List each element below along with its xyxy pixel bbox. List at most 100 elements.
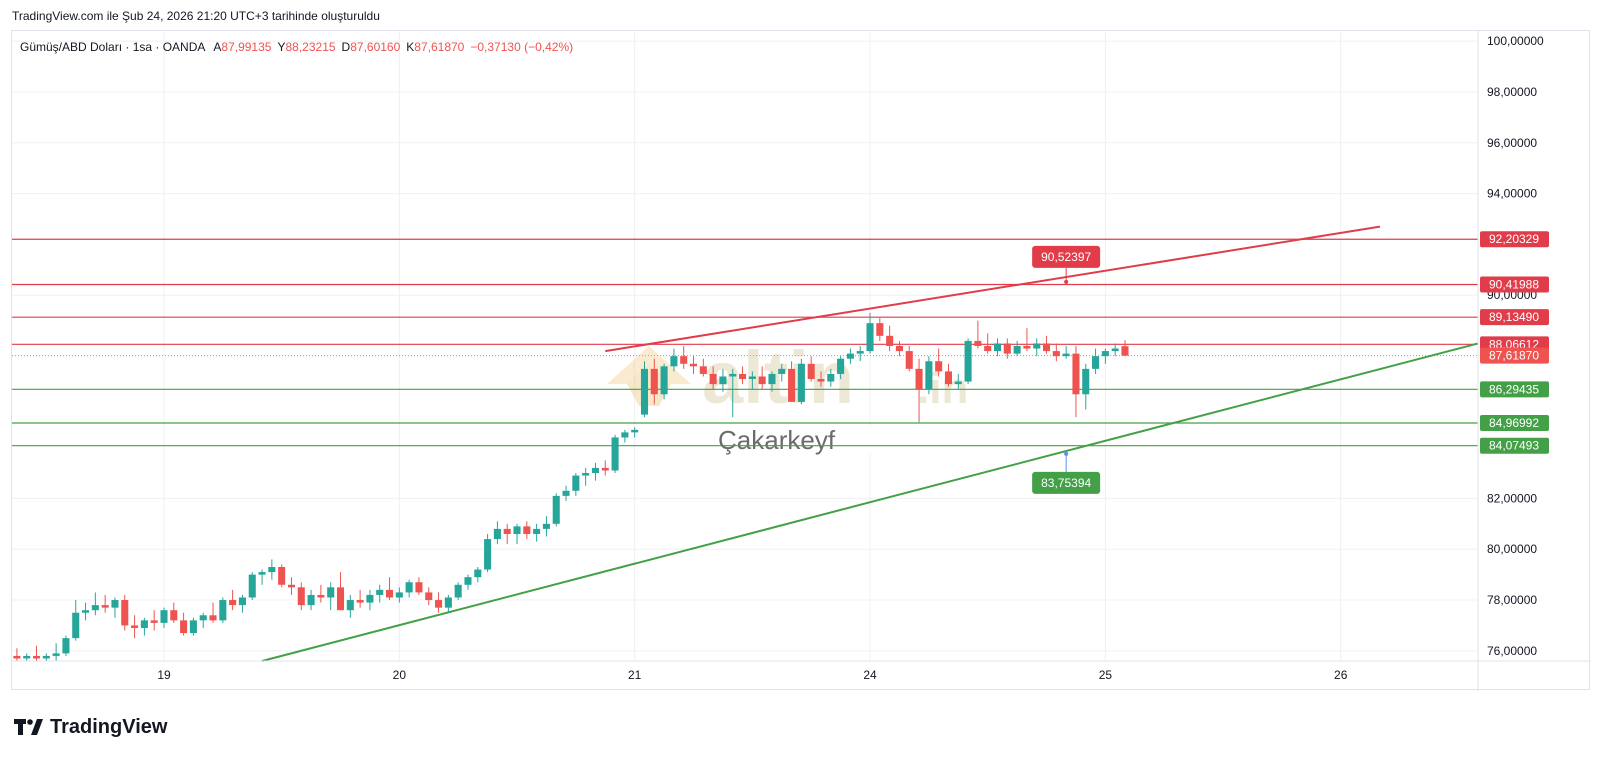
candle [444,594,452,613]
candlestick-chart[interactable]: altin .in Çakarkeyf 90,52397 83,75394 100… [12,31,1591,691]
level-price-label: 86,29435 [1489,382,1539,396]
candle-body [582,473,590,476]
candle-body [160,610,168,623]
candle-body [121,600,129,626]
candle [52,643,60,661]
legend-high-value: 88,23215 [285,40,335,54]
candle [238,594,246,613]
candle-body [788,368,796,402]
candle [101,594,109,613]
price-callouts: 90,52397 83,75394 [1032,245,1101,494]
candle-body [640,368,649,415]
candle [474,567,482,583]
candle-body [493,528,501,540]
chart-frame[interactable]: altin .in Çakarkeyf 90,52397 83,75394 100… [11,30,1591,691]
candle [572,473,580,496]
candle [533,523,541,542]
candle [601,460,609,476]
candle [170,602,178,623]
level-price-label: 92,20329 [1489,232,1539,246]
callout-anchor [1064,451,1069,456]
candle-body [258,572,266,575]
candle [552,493,560,527]
candle-body [1092,356,1100,369]
watermark: altin .in Çakarkeyf [607,336,968,455]
candle [219,597,227,623]
candle [23,653,31,661]
candle-body [1082,368,1090,395]
candle [180,612,188,636]
candle [435,592,443,613]
candle-body [523,526,531,534]
candle-body [1052,351,1060,357]
candle-body [1111,348,1119,352]
candle [935,348,943,377]
candle-body [23,655,31,659]
candle [591,462,599,481]
candle-body [856,351,864,354]
candle [72,600,80,641]
watermark-brand-suffix: .in [917,364,968,413]
candle-body [327,587,335,598]
candle [91,592,99,616]
legend-low-value: 87,60160 [350,40,400,54]
candle-body [533,528,541,534]
candle [493,521,501,545]
candle-body [52,653,60,656]
candle-body [797,363,805,402]
candle [925,356,933,395]
legend-open-label: A [213,40,221,54]
candle [670,348,678,372]
candle-body [895,346,903,352]
candle [680,346,688,369]
candle-body [395,592,403,598]
candle [297,582,305,611]
candle-body [837,358,845,374]
legend: Gümüş/ABD Doları · 1sa · OANDA A87,99135 Y… [20,40,573,54]
candle [268,559,276,580]
trend-line-resistance [605,225,1381,353]
candle-body [1023,346,1031,349]
candle [562,485,570,501]
callout-label: 90,52397 [1041,250,1091,264]
candle [542,516,550,537]
candle [111,597,119,618]
callout-box [1032,245,1101,268]
candle-body [1121,346,1129,356]
candle [82,602,90,621]
legend-close-label: K [406,40,414,54]
candle-body [297,587,305,606]
last-price-label: 87,61870 [1489,349,1539,363]
candle [327,582,335,611]
candle-body [140,620,148,628]
candle [719,368,727,392]
candle [121,594,129,631]
candle-body [484,539,492,570]
candle-body [670,356,678,367]
chart-created-caption: TradingView.com ile Şub 24, 2026 21:20 U… [12,9,380,23]
candle-body [42,655,50,659]
tradingview-logo[interactable]: TradingView [14,716,167,739]
candle-body [591,467,599,474]
candle-body [415,582,423,593]
trend-line-support [261,342,1479,662]
candle [640,361,649,418]
candle-body [719,376,727,385]
candle-body [631,429,639,433]
candle-body [807,363,815,380]
candle-body [729,373,737,377]
level-price-label: 84,07493 [1489,439,1539,453]
candle-body [1003,343,1011,354]
candle-body [435,600,443,608]
candle-body [562,490,570,496]
candle [150,610,158,631]
candle [140,617,148,636]
candle-body [984,346,992,352]
candle [964,338,972,385]
candle-body [101,605,109,608]
candle-body [739,373,747,380]
candle [866,312,874,354]
candle [376,584,384,603]
candle-body [748,376,756,380]
candle-body [180,620,188,634]
